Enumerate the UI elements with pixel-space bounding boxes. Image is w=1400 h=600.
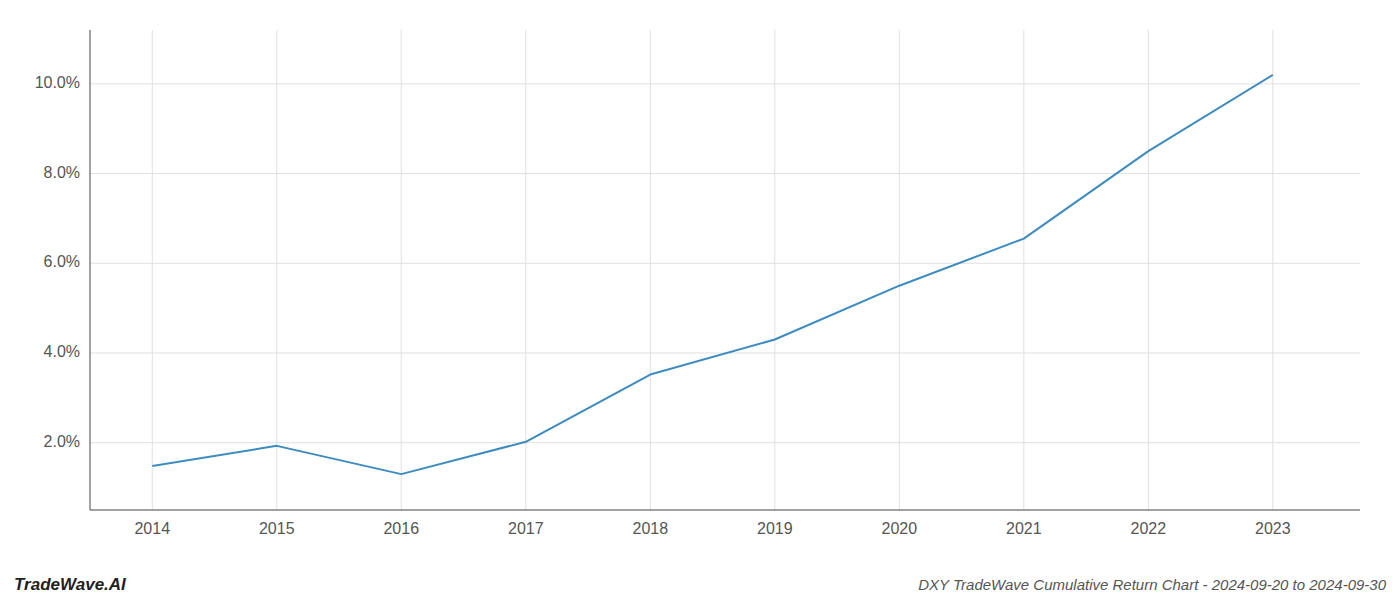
x-grid-line [525, 30, 526, 510]
x-tick-label: 2019 [757, 520, 793, 537]
x-tick-label: 2015 [259, 520, 295, 537]
x-grid-line [899, 30, 900, 510]
x-tick-label: 2021 [1006, 520, 1042, 537]
watermark: TradeWave.AI [14, 575, 127, 594]
chart: 2.0% 4.0% 6.0% 8.0% 10.0% 2014 2015 2016 2017 201… [0, 0, 1400, 600]
x-tick-label: 2017 [508, 520, 544, 537]
y-tick-label: 6.0% [44, 253, 80, 270]
y-grid-line [90, 83, 1360, 84]
page: {"chart_data": {"type": "line", "title":… [0, 0, 1400, 600]
x-grid-line [152, 30, 153, 510]
y-axis-line [90, 30, 91, 510]
x-grid-line [1272, 30, 1273, 510]
y-tick-label: 4.0% [44, 343, 80, 360]
x-tick-label: 2014 [134, 520, 170, 537]
x-grid-line [401, 30, 402, 510]
line [152, 75, 1273, 474]
title: DXY TradeWave Cumulative Return Chart - … [918, 576, 1386, 593]
y-grid-line [90, 173, 1360, 174]
x-tick-label: 2023 [1255, 520, 1291, 537]
x-tick-label: 2018 [632, 520, 668, 537]
x-grid-line [276, 30, 277, 510]
x-grid-line [1023, 30, 1024, 510]
y-grid-line [90, 442, 1360, 443]
tick-labels: 2.0% 4.0% 6.0% 8.0% 10.0% 2014 2015 2016 2017 201… [35, 74, 1291, 537]
y-tick-label: 10.0% [35, 74, 80, 91]
x-grid-line [774, 30, 775, 510]
x-tick-label: 2016 [383, 520, 419, 537]
x-tick-label: 2020 [882, 520, 918, 537]
y-tick-label: 8.0% [44, 164, 80, 181]
grid [90, 30, 1360, 510]
x-grid-line [1148, 30, 1149, 510]
x-tick-label: 2022 [1131, 520, 1167, 537]
y-grid-line [90, 263, 1360, 264]
x-axis-line [90, 510, 1360, 511]
series [152, 75, 1273, 474]
y-tick-label: 2.0% [44, 433, 80, 450]
x-grid-line [650, 30, 651, 510]
